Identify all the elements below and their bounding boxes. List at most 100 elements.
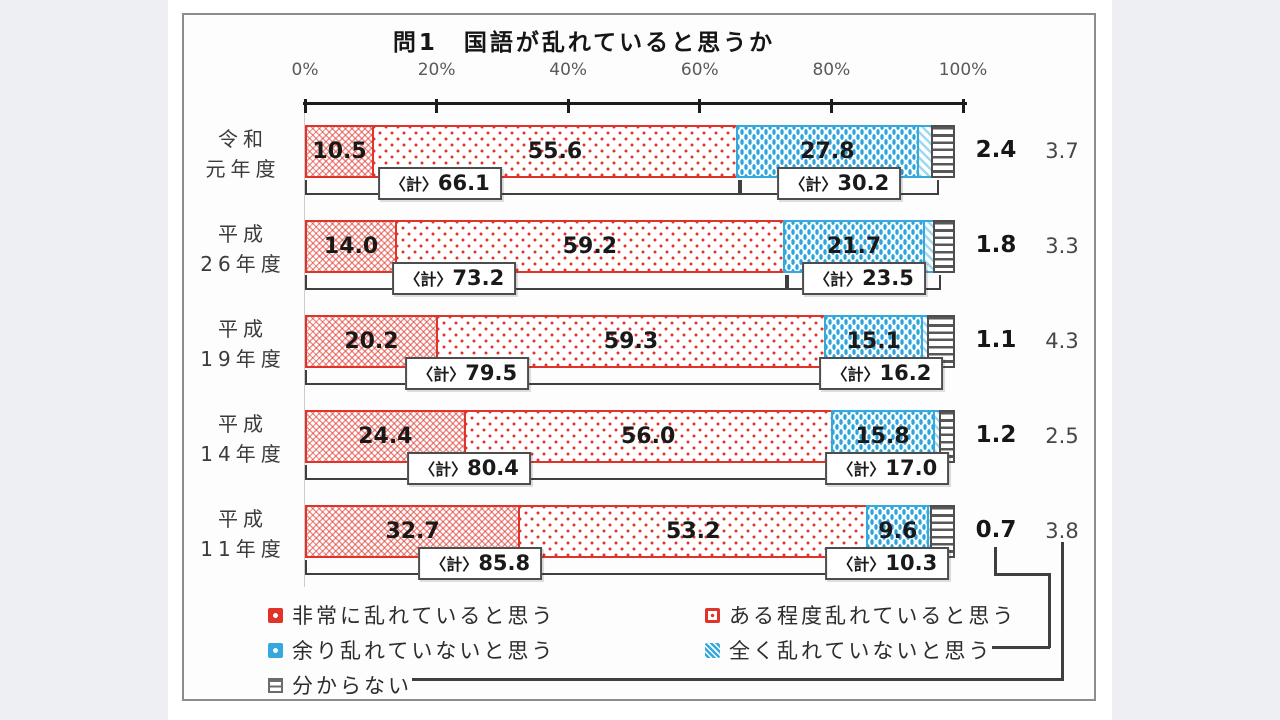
connector-dontknow-v <box>1061 542 1064 680</box>
total-prefix: 〈計〉 <box>404 270 453 289</box>
axis-tick-label: 40% <box>549 60 588 80</box>
category-label: 平成 19年度 <box>186 314 300 374</box>
segment-value: 15.8 <box>855 423 910 449</box>
total-value: 16.2 <box>879 361 932 385</box>
axis-tick-mark <box>566 99 570 113</box>
bar-segment-dont-know <box>933 220 955 273</box>
blue-total-box: 〈計〉17.0 <box>825 452 950 485</box>
total-value: 73.2 <box>452 266 505 290</box>
outside-value-dont-know: 2.5 <box>1045 424 1079 448</box>
total-prefix: 〈計〉 <box>430 555 479 574</box>
red-total-box: 〈計〉73.2 <box>392 262 517 295</box>
connector-notatall-v1 <box>994 547 997 575</box>
axis-line <box>303 102 967 105</box>
legend-swatch-red-dots-icon <box>705 607 720 623</box>
red-total-box: 〈計〉79.5 <box>405 357 530 390</box>
zero-percent-gridline <box>304 102 305 587</box>
blue-total-box: 〈計〉23.5 <box>802 262 926 295</box>
segment-value: 56.0 <box>620 423 676 449</box>
legend-label: 非常に乱れていると思う <box>292 604 556 628</box>
axis-tick-mark <box>961 99 965 113</box>
bar-segment-somewhat-disordered: 55.6 <box>372 125 738 178</box>
chart-title: 問1 国語が乱れていると思うか <box>392 30 776 56</box>
red-total-box: 〈計〉85.8 <box>418 547 543 580</box>
total-value: 66.1 <box>437 171 490 195</box>
legend-item-not-at-all-disordered: 全く乱れていないと思う <box>705 635 992 665</box>
segment-value: 55.6 <box>527 138 583 164</box>
legend-swatch-blue-dots-icon <box>268 642 283 658</box>
total-value: 10.3 <box>885 551 938 575</box>
total-value: 80.4 <box>467 456 519 480</box>
segment-value: 15.1 <box>846 328 901 354</box>
total-prefix: 〈計〉 <box>831 365 880 384</box>
segment-value: 53.2 <box>666 518 721 544</box>
segment-value: 32.7 <box>385 518 440 544</box>
legend-swatch-red-crosshatch-icon <box>268 607 283 623</box>
outside-value-not-at-all: 1.2 <box>975 422 1017 448</box>
category-label-line: 19年度 <box>200 347 286 371</box>
red-total-bracket <box>305 560 871 575</box>
outside-value-not-at-all: 2.4 <box>975 137 1017 163</box>
axis-tick-mark <box>435 99 439 113</box>
blue-total-box: 〈計〉16.2 <box>819 357 944 390</box>
segment-value: 59.3 <box>603 328 659 354</box>
legend-swatch-gray-lines-icon <box>268 677 283 693</box>
axis-tick-label: 100% <box>938 60 988 80</box>
category-label-line: 令和 <box>218 127 268 151</box>
axis-tick-mark <box>303 99 307 113</box>
outside-value-dont-know: 3.7 <box>1045 139 1079 163</box>
segment-value: 20.2 <box>344 328 399 354</box>
category-label: 平成 11年度 <box>186 504 300 564</box>
bar-row: 10.5 55.6 27.8 <box>305 125 963 178</box>
legend-item-dont-know: 分からない <box>268 670 412 700</box>
segment-value: 27.8 <box>800 138 855 164</box>
red-total-box: 〈計〉80.4 <box>407 452 531 485</box>
axis-tick-mark <box>698 99 702 113</box>
chart-frame: 問1 国語が乱れていると思うか 0% 20% 40% 60% 80% 100% 令和 元年度… <box>182 13 1096 701</box>
category-label: 令和 元年度 <box>186 124 300 184</box>
legend-label: 全く乱れていないと思う <box>729 639 993 663</box>
total-value: 79.5 <box>465 361 518 385</box>
legend-item-not-very-disordered: 余り乱れていないと思う <box>268 635 555 665</box>
red-total-bracket <box>305 465 835 480</box>
axis-tick-label: 0% <box>291 60 319 80</box>
total-prefix: 〈計〉 <box>419 460 468 479</box>
outside-value-dont-know: 3.3 <box>1045 234 1079 258</box>
outside-value-not-at-all: 1.8 <box>975 232 1017 258</box>
category-label-line: 平成 <box>218 317 268 341</box>
category-label-line: 平成 <box>218 412 268 436</box>
total-value: 30.2 <box>837 171 890 195</box>
category-label-line: 14年度 <box>200 442 286 466</box>
category-label-line: 元年度 <box>205 157 281 181</box>
total-prefix: 〈計〉 <box>389 175 438 194</box>
bar-segment-dont-know <box>930 125 955 178</box>
segment-value: 9.6 <box>878 518 918 544</box>
legend-label: 余り乱れていないと思う <box>292 639 556 663</box>
blue-total-box: 〈計〉10.3 <box>825 547 950 580</box>
connector-notatall-h1 <box>994 573 1050 576</box>
legend-item-very-disordered: 非常に乱れていると思う <box>268 600 555 630</box>
category-label: 平成 26年度 <box>186 219 300 279</box>
legend-swatch-blue-diagonal-icon <box>705 642 720 658</box>
axis-tick-mark <box>829 99 833 113</box>
outside-value-not-at-all: 0.7 <box>975 517 1017 543</box>
outside-value-dont-know: 3.8 <box>1045 519 1079 543</box>
segment-value: 10.5 <box>312 138 367 164</box>
axis-tick-label: 20% <box>417 60 456 80</box>
total-value: 85.8 <box>478 551 531 575</box>
category-label-line: 11年度 <box>200 537 286 561</box>
bar-segment-very-disordered: 10.5 <box>305 125 375 178</box>
total-prefix: 〈計〉 <box>789 175 838 194</box>
red-total-bracket <box>305 180 740 195</box>
category-label-line: 平成 <box>218 222 268 246</box>
legend-item-somewhat-disordered: ある程度乱れていると思う <box>705 600 1016 630</box>
connector-dontknow-h <box>412 678 1064 681</box>
connector-notatall-h2 <box>992 646 1050 649</box>
bar-segment-somewhat-disordered: 53.2 <box>518 505 869 558</box>
total-prefix: 〈計〉 <box>837 460 886 479</box>
red-total-bracket <box>305 370 829 385</box>
legend-label: 分からない <box>292 674 412 698</box>
segment-value: 14.0 <box>323 233 379 259</box>
red-total-bracket <box>305 275 787 290</box>
